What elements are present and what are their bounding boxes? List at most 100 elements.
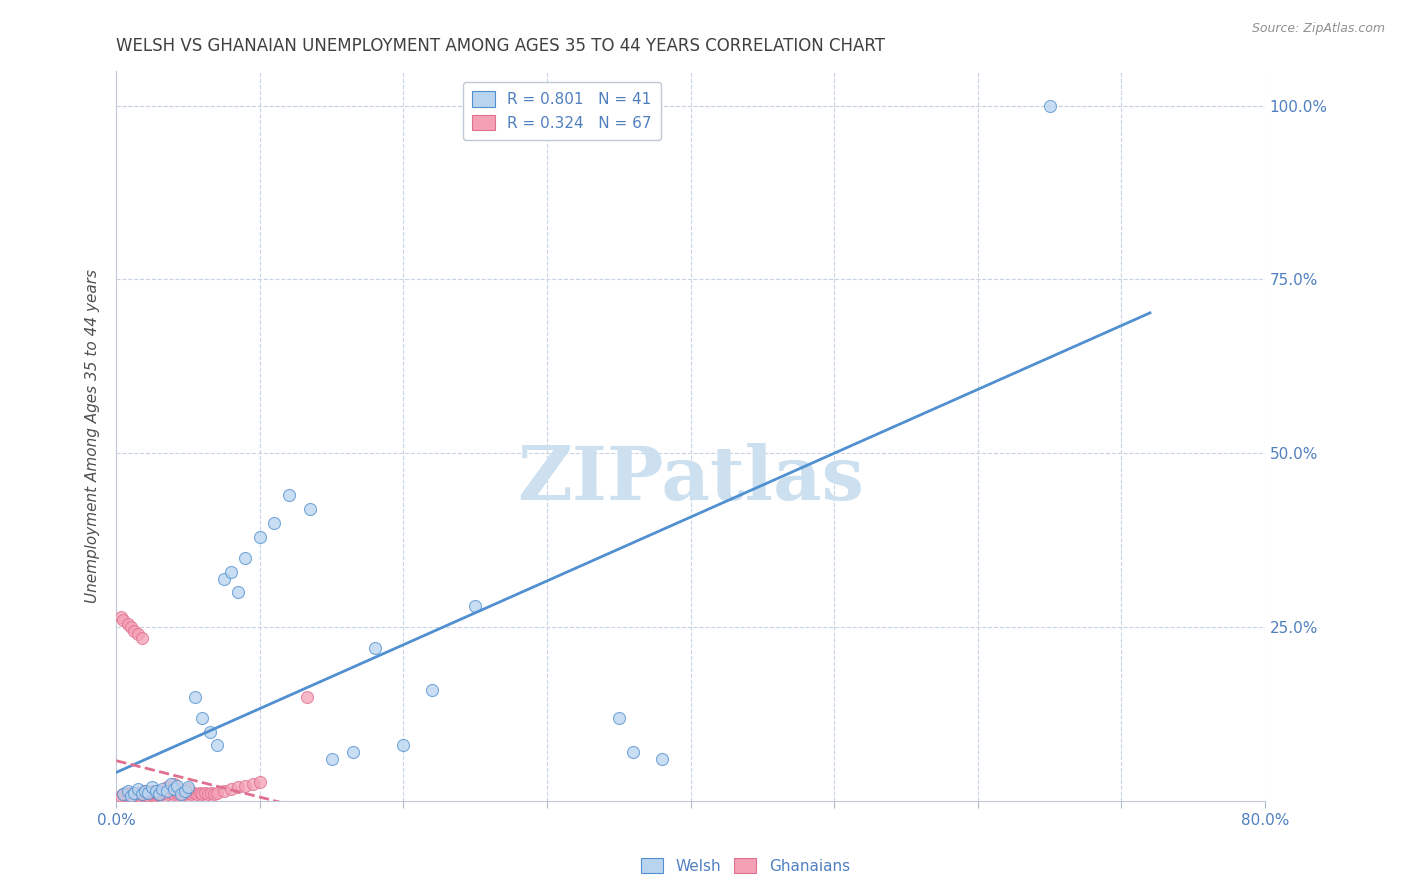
Point — [138, 786, 160, 800]
Point — [242, 777, 264, 791]
Point — [143, 787, 166, 801]
Point — [141, 783, 163, 797]
Point — [141, 786, 163, 800]
Point — [177, 786, 200, 800]
Point — [131, 631, 153, 645]
Point — [235, 550, 257, 565]
Point — [121, 787, 143, 801]
Point — [112, 787, 135, 801]
Point — [163, 781, 186, 796]
Point — [134, 783, 156, 797]
Point — [163, 787, 186, 801]
Point — [135, 787, 157, 801]
Point — [155, 780, 177, 795]
Point — [1038, 98, 1060, 112]
Point — [464, 599, 486, 614]
Point — [112, 787, 135, 801]
Legend: Welsh, Ghanaians: Welsh, Ghanaians — [634, 852, 856, 880]
Point — [127, 786, 149, 800]
Point — [114, 789, 136, 803]
Point — [136, 789, 159, 803]
Point — [297, 690, 319, 704]
Point — [321, 752, 343, 766]
Point — [160, 777, 183, 791]
Point — [131, 786, 153, 800]
Point — [212, 783, 235, 797]
Point — [117, 783, 139, 797]
Point — [364, 641, 387, 656]
Point — [198, 724, 221, 739]
Point — [174, 787, 197, 801]
Point — [194, 786, 217, 800]
Point — [146, 787, 169, 801]
Point — [174, 783, 197, 797]
Point — [125, 787, 148, 801]
Point — [118, 789, 141, 803]
Point — [122, 624, 145, 638]
Point — [180, 787, 202, 801]
Point — [607, 711, 630, 725]
Point — [148, 786, 170, 800]
Point — [110, 789, 132, 803]
Point — [184, 690, 207, 704]
Text: WELSH VS GHANAIAN UNEMPLOYMENT AMONG AGES 35 TO 44 YEARS CORRELATION CHART: WELSH VS GHANAIAN UNEMPLOYMENT AMONG AGE… — [117, 37, 886, 55]
Point — [277, 488, 299, 502]
Point — [117, 616, 139, 631]
Point — [191, 787, 214, 801]
Point — [420, 682, 443, 697]
Point — [134, 783, 156, 797]
Point — [226, 780, 249, 795]
Point — [132, 787, 155, 801]
Point — [392, 739, 415, 753]
Text: ZIPatlas: ZIPatlas — [517, 443, 865, 516]
Point — [226, 585, 249, 599]
Legend: R = 0.801   N = 41, R = 0.324   N = 67: R = 0.801 N = 41, R = 0.324 N = 67 — [463, 82, 661, 140]
Point — [127, 627, 149, 641]
Point — [197, 787, 219, 801]
Point — [299, 502, 322, 516]
Point — [124, 786, 146, 800]
Point — [219, 565, 242, 579]
Point — [122, 786, 145, 800]
Point — [651, 752, 673, 766]
Point — [120, 789, 142, 803]
Point — [191, 711, 214, 725]
Point — [136, 786, 159, 800]
Point — [170, 787, 193, 801]
Point — [120, 620, 142, 634]
Point — [139, 787, 162, 801]
Point — [219, 781, 242, 796]
Point — [342, 746, 364, 760]
Point — [148, 783, 170, 797]
Point — [177, 780, 200, 795]
Point — [150, 781, 173, 796]
Point — [129, 787, 152, 801]
Point — [127, 781, 149, 796]
Point — [153, 786, 176, 800]
Point — [120, 786, 142, 800]
Point — [205, 739, 228, 753]
Point — [145, 783, 167, 797]
Point — [621, 746, 644, 760]
Point — [155, 783, 177, 797]
Point — [156, 787, 179, 801]
Point — [148, 787, 170, 801]
Point — [177, 781, 200, 796]
Point — [166, 779, 188, 793]
Text: Source: ZipAtlas.com: Source: ZipAtlas.com — [1251, 22, 1385, 36]
Point — [249, 774, 271, 789]
Point — [188, 786, 211, 800]
Point — [163, 777, 186, 791]
Point — [117, 787, 139, 801]
Point — [183, 786, 205, 800]
Point — [122, 789, 145, 803]
Point — [110, 609, 132, 624]
Y-axis label: Unemployment Among Ages 35 to 44 years: Unemployment Among Ages 35 to 44 years — [86, 269, 100, 603]
Point — [145, 786, 167, 800]
Point — [249, 530, 271, 544]
Point — [186, 787, 208, 801]
Point — [142, 789, 165, 803]
Point — [235, 779, 257, 793]
Point — [131, 787, 153, 801]
Point — [115, 786, 138, 800]
